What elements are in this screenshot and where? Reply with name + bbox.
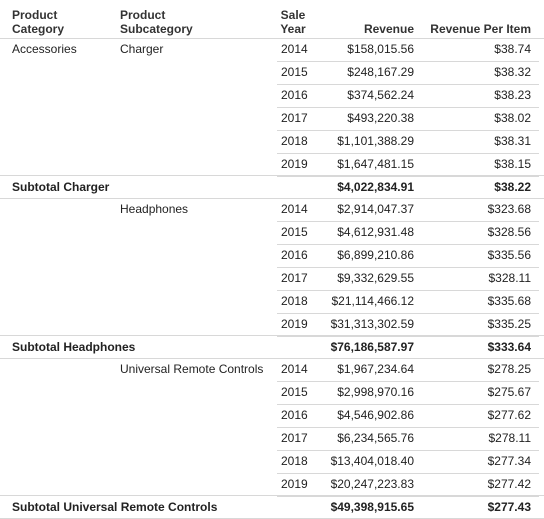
revenue-per-item-cell: $38.32: [494, 65, 531, 79]
revenue-per-item-cell: $328.56: [487, 225, 531, 239]
revenue-per-item-cell: $38.74: [494, 42, 531, 56]
revenue-cell: $1,647,481.15: [337, 157, 414, 171]
subtotal-label: Subtotal Headphones: [12, 340, 136, 354]
sale-year-cell: 2016: [281, 248, 308, 262]
revenue-cell: $1,967,234.64: [337, 362, 414, 376]
revenue-per-item-cell: $335.68: [487, 294, 531, 308]
table-row: 2016 $4,546,902.86 $277.62: [277, 404, 539, 428]
subtotal-label: Subtotal Universal Remote Controls: [12, 500, 218, 514]
header-revenue[interactable]: Revenue: [363, 22, 414, 36]
revenue-per-item-cell: $277.42: [487, 477, 531, 491]
table-row: 2019 $31,313,302.59 $335.25: [277, 313, 539, 337]
sale-year-cell: 2019: [281, 157, 308, 171]
revenue-cell: $6,234,565.76: [337, 431, 414, 445]
revenue-cell: $4,612,931.48: [337, 225, 414, 239]
table-row: 2014 $158,015.56 $38.74: [277, 38, 539, 62]
revenue-cell: $13,404,018.40: [330, 454, 414, 468]
revenue-per-item-cell: $38.23: [494, 88, 531, 102]
table-row: 2016 $6,899,210.86 $335.56: [277, 244, 539, 268]
sale-year-cell: 2014: [281, 202, 308, 216]
table-row: 2016 $374,562.24 $38.23: [277, 84, 539, 108]
subtotal-revenue-per-item: $277.43: [487, 500, 531, 514]
table-row: 2018 $13,404,018.40 $277.34: [277, 450, 539, 474]
sale-year-cell: 2017: [281, 271, 308, 285]
revenue-per-item-cell: $335.25: [487, 317, 531, 331]
revenue-cell: $9,332,629.55: [337, 271, 414, 285]
subtotal-revenue-per-item: $38.22: [494, 180, 531, 194]
revenue-cell: $21,114,466.12: [331, 294, 414, 308]
revenue-per-item-cell: $38.02: [494, 111, 531, 125]
revenue-cell: $493,220.38: [347, 111, 414, 125]
sale-year-cell: 2017: [281, 111, 308, 125]
revenue-cell: $4,546,902.86: [337, 408, 414, 422]
sale-year-cell: 2018: [281, 134, 308, 148]
subtotal-revenue: $49,398,915.65: [330, 500, 414, 514]
sale-year-cell: 2018: [281, 454, 308, 468]
table-row: 2018 $21,114,466.12 $335.68: [277, 290, 539, 314]
table-row: 2019 $1,647,481.15 $38.15: [277, 153, 539, 177]
revenue-cell: $158,015.56: [347, 42, 414, 56]
subtotal-revenue: $76,186,587.97: [330, 340, 414, 354]
subtotal-row: Subtotal Headphones $76,186,587.97 $333.64: [0, 335, 544, 359]
table-row: 2019 $20,247,223.83 $277.42: [277, 473, 539, 497]
table-row: 2015 $248,167.29 $38.32: [277, 61, 539, 85]
sale-year-cell: 2016: [281, 88, 308, 102]
sale-year-cell: 2018: [281, 294, 308, 308]
revenue-cell: $20,247,223.83: [330, 477, 414, 491]
subtotal-label: Subtotal Charger: [12, 180, 110, 194]
revenue-cell: $2,914,047.37: [337, 202, 414, 216]
revenue-per-item-cell: $335.56: [487, 248, 531, 262]
sale-year-cell: 2014: [281, 362, 308, 376]
table-row: 2014 $2,914,047.37 $323.68: [277, 198, 539, 222]
product-subcategory-cell: Headphones: [120, 202, 189, 216]
table-row: 2015 $4,612,931.48 $328.56: [277, 221, 539, 245]
sale-year-cell: 2015: [281, 225, 308, 239]
subtotal-row: Subtotal Universal Remote Controls $49,39…: [0, 495, 544, 519]
table-row: 2017 $9,332,629.55 $328.11: [277, 267, 539, 291]
revenue-per-item-cell: $277.34: [487, 454, 531, 468]
subtotal-revenue-per-item: $333.64: [487, 340, 531, 354]
sale-year-cell: 2017: [281, 431, 308, 445]
sale-year-cell: 2019: [281, 317, 308, 331]
table-row: 2017 $493,220.38 $38.02: [277, 107, 539, 131]
revenue-per-item-cell: $328.11: [488, 271, 532, 285]
revenue-per-item-cell: $38.15: [494, 157, 531, 171]
subtotal-row: Subtotal Charger $4,022,834.91 $38.22: [0, 175, 544, 199]
revenue-per-item-cell: $275.67: [487, 385, 531, 399]
sale-year-cell: 2016: [281, 408, 308, 422]
sale-year-cell: 2019: [281, 477, 308, 491]
revenue-per-item-cell: $278.11: [488, 431, 532, 445]
table-row: 2018 $1,101,388.29 $38.31: [277, 130, 539, 154]
product-subcategory-cell: Universal Remote Controls: [120, 362, 264, 376]
revenue-cell: $248,167.29: [347, 65, 414, 79]
sale-year-cell: 2014: [281, 42, 308, 56]
revenue-per-item-cell: $277.62: [487, 408, 531, 422]
header-product-category[interactable]: Product Category: [12, 8, 65, 36]
subtotal-revenue: $4,022,834.91: [337, 180, 414, 194]
revenue-cell: $374,562.24: [347, 88, 414, 102]
table-row: 2017 $6,234,565.76 $278.11: [277, 427, 539, 451]
header-sale-year[interactable]: Sale Year: [280, 8, 306, 36]
revenue-per-item-cell: $323.68: [487, 202, 531, 216]
revenue-cell: $6,899,210.86: [337, 248, 414, 262]
revenue-cell: $31,313,302.59: [330, 317, 414, 331]
header-revenue-per-item[interactable]: Revenue Per Item: [430, 22, 531, 36]
table-row: 2015 $2,998,970.16 $275.67: [277, 381, 539, 405]
sale-year-cell: 2015: [281, 385, 308, 399]
revenue-cell: $1,101,388.29: [337, 134, 414, 148]
revenue-per-item-cell: $278.25: [487, 362, 531, 376]
sale-year-cell: 2015: [281, 65, 308, 79]
header-product-subcategory[interactable]: Product Subcategory: [120, 8, 193, 36]
revenue-cell: $2,998,970.16: [337, 385, 414, 399]
revenue-per-item-cell: $38.31: [494, 134, 531, 148]
table-row: 2014 $1,967,234.64 $278.25: [277, 358, 539, 382]
table-header: Product Category Product Subcategory Sal…: [0, 0, 544, 39]
product-subcategory-cell: Charger: [120, 42, 164, 56]
product-category-cell: Accessories: [12, 42, 77, 56]
